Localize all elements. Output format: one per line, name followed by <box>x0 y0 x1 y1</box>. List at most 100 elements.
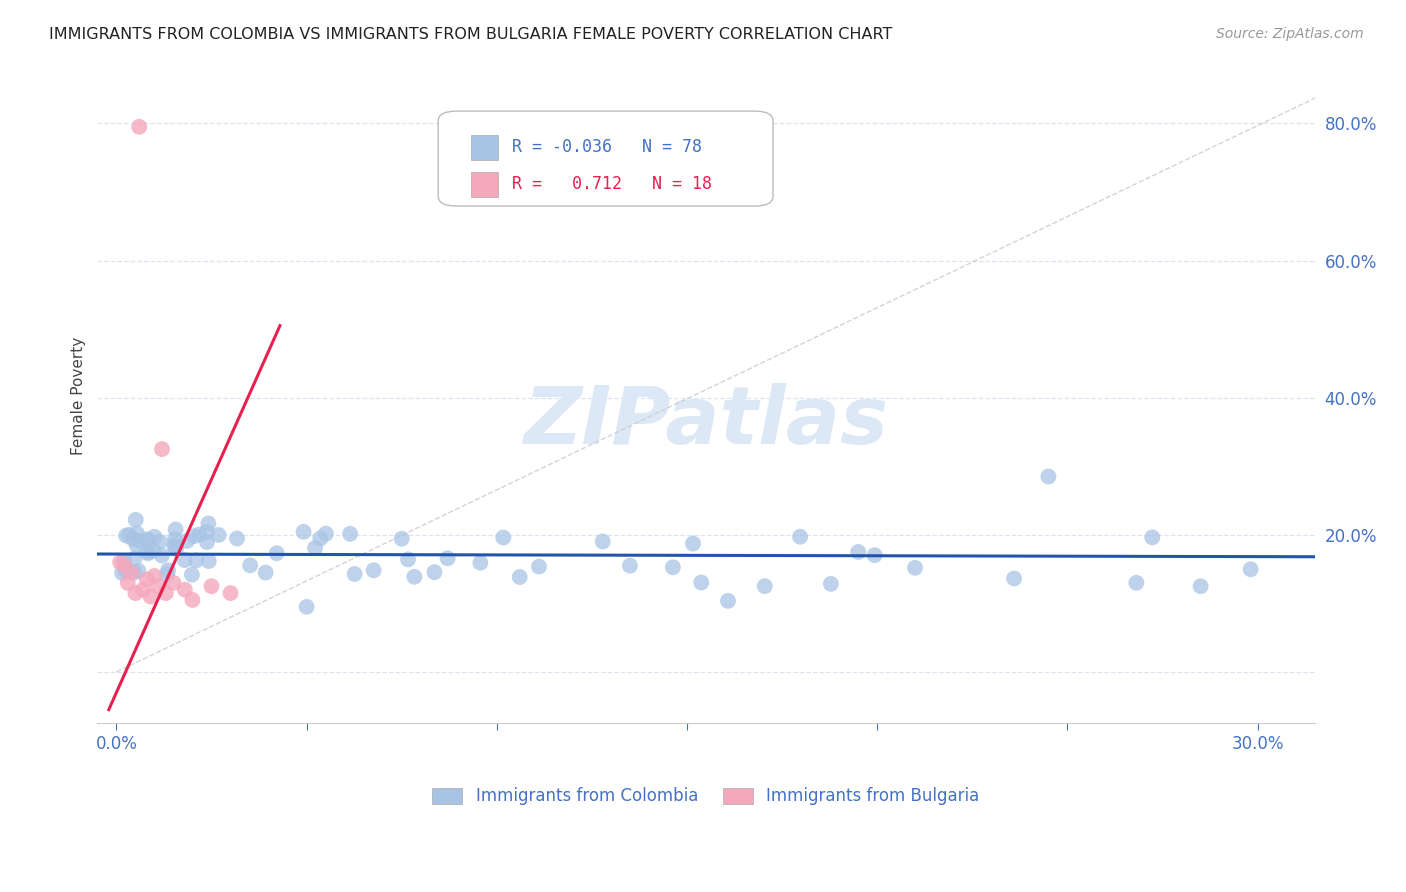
Point <box>156 567 179 582</box>
Point <box>239 558 262 573</box>
Point <box>183 529 205 543</box>
Text: R =   0.712   N = 18: R = 0.712 N = 18 <box>512 176 713 194</box>
Point <box>125 526 148 541</box>
Point <box>309 532 332 546</box>
Point <box>195 524 218 539</box>
Point <box>124 586 146 600</box>
Point <box>127 564 149 578</box>
Point <box>108 555 131 569</box>
Point <box>163 532 186 546</box>
Point <box>619 558 641 573</box>
Point <box>122 532 145 546</box>
Point <box>820 577 842 591</box>
Point <box>188 527 211 541</box>
Point <box>165 523 187 537</box>
Point <box>165 539 187 553</box>
Point <box>226 532 249 546</box>
Point <box>527 559 550 574</box>
Point <box>404 570 426 584</box>
Point <box>1189 579 1212 593</box>
Point <box>492 531 515 545</box>
Point <box>396 552 419 566</box>
Point <box>1142 530 1164 544</box>
Point <box>128 120 150 134</box>
Point <box>690 575 713 590</box>
Point <box>111 566 134 580</box>
Point <box>173 582 195 597</box>
Point <box>143 530 166 544</box>
Point <box>173 553 195 567</box>
Point <box>315 526 337 541</box>
Point <box>254 566 277 580</box>
Point <box>162 575 184 590</box>
Point <box>150 549 173 563</box>
Point <box>148 579 170 593</box>
Point <box>846 545 869 559</box>
Point <box>292 524 315 539</box>
Point <box>219 586 242 600</box>
Point <box>135 573 157 587</box>
Point <box>165 541 187 556</box>
Point <box>197 516 219 531</box>
Point <box>343 566 366 581</box>
Point <box>339 526 361 541</box>
Point <box>863 548 886 562</box>
Point <box>186 553 208 567</box>
Point <box>1125 575 1147 590</box>
Text: R = -0.036   N = 78: R = -0.036 N = 78 <box>512 138 703 156</box>
Point <box>436 551 458 566</box>
Point <box>592 534 614 549</box>
Point <box>157 563 180 577</box>
Point <box>142 544 165 558</box>
Point <box>423 565 446 579</box>
Point <box>509 570 531 584</box>
Point <box>1038 469 1060 483</box>
Point <box>135 545 157 559</box>
Point <box>124 566 146 580</box>
Point <box>391 532 413 546</box>
Point <box>1002 571 1025 585</box>
Point <box>136 533 159 547</box>
Point <box>717 594 740 608</box>
Text: ZIPatlas: ZIPatlas <box>523 384 889 461</box>
Point <box>1240 562 1263 576</box>
FancyBboxPatch shape <box>471 135 498 160</box>
Point <box>470 556 492 570</box>
Point <box>125 513 148 527</box>
Point <box>121 566 143 580</box>
Point <box>125 538 148 552</box>
Point <box>149 534 172 549</box>
Point <box>112 554 135 568</box>
Point <box>789 530 811 544</box>
Point <box>662 560 685 574</box>
Text: IMMIGRANTS FROM COLOMBIA VS IMMIGRANTS FROM BULGARIA FEMALE POVERTY CORRELATION : IMMIGRANTS FROM COLOMBIA VS IMMIGRANTS F… <box>49 27 893 42</box>
Point <box>754 579 776 593</box>
Point <box>124 551 146 566</box>
Point <box>128 533 150 548</box>
Point <box>904 561 927 575</box>
Point <box>304 541 326 555</box>
Point <box>114 563 136 577</box>
Point <box>150 442 173 456</box>
FancyBboxPatch shape <box>471 172 498 197</box>
Point <box>295 599 318 614</box>
Point <box>208 528 231 542</box>
Point <box>115 529 138 543</box>
Y-axis label: Female Poverty: Female Poverty <box>72 337 86 455</box>
Point <box>143 569 166 583</box>
Point <box>139 590 162 604</box>
Point <box>117 575 139 590</box>
Point <box>180 567 202 582</box>
Point <box>155 586 177 600</box>
Point <box>135 533 157 547</box>
Point <box>197 554 219 568</box>
Legend: Immigrants from Colombia, Immigrants from Bulgaria: Immigrants from Colombia, Immigrants fro… <box>426 780 987 812</box>
Point <box>132 582 155 597</box>
FancyBboxPatch shape <box>439 112 773 206</box>
Text: Source: ZipAtlas.com: Source: ZipAtlas.com <box>1216 27 1364 41</box>
Point <box>682 536 704 550</box>
Point <box>195 535 218 549</box>
Point <box>176 533 198 548</box>
Point <box>118 527 141 541</box>
Point <box>163 538 186 552</box>
